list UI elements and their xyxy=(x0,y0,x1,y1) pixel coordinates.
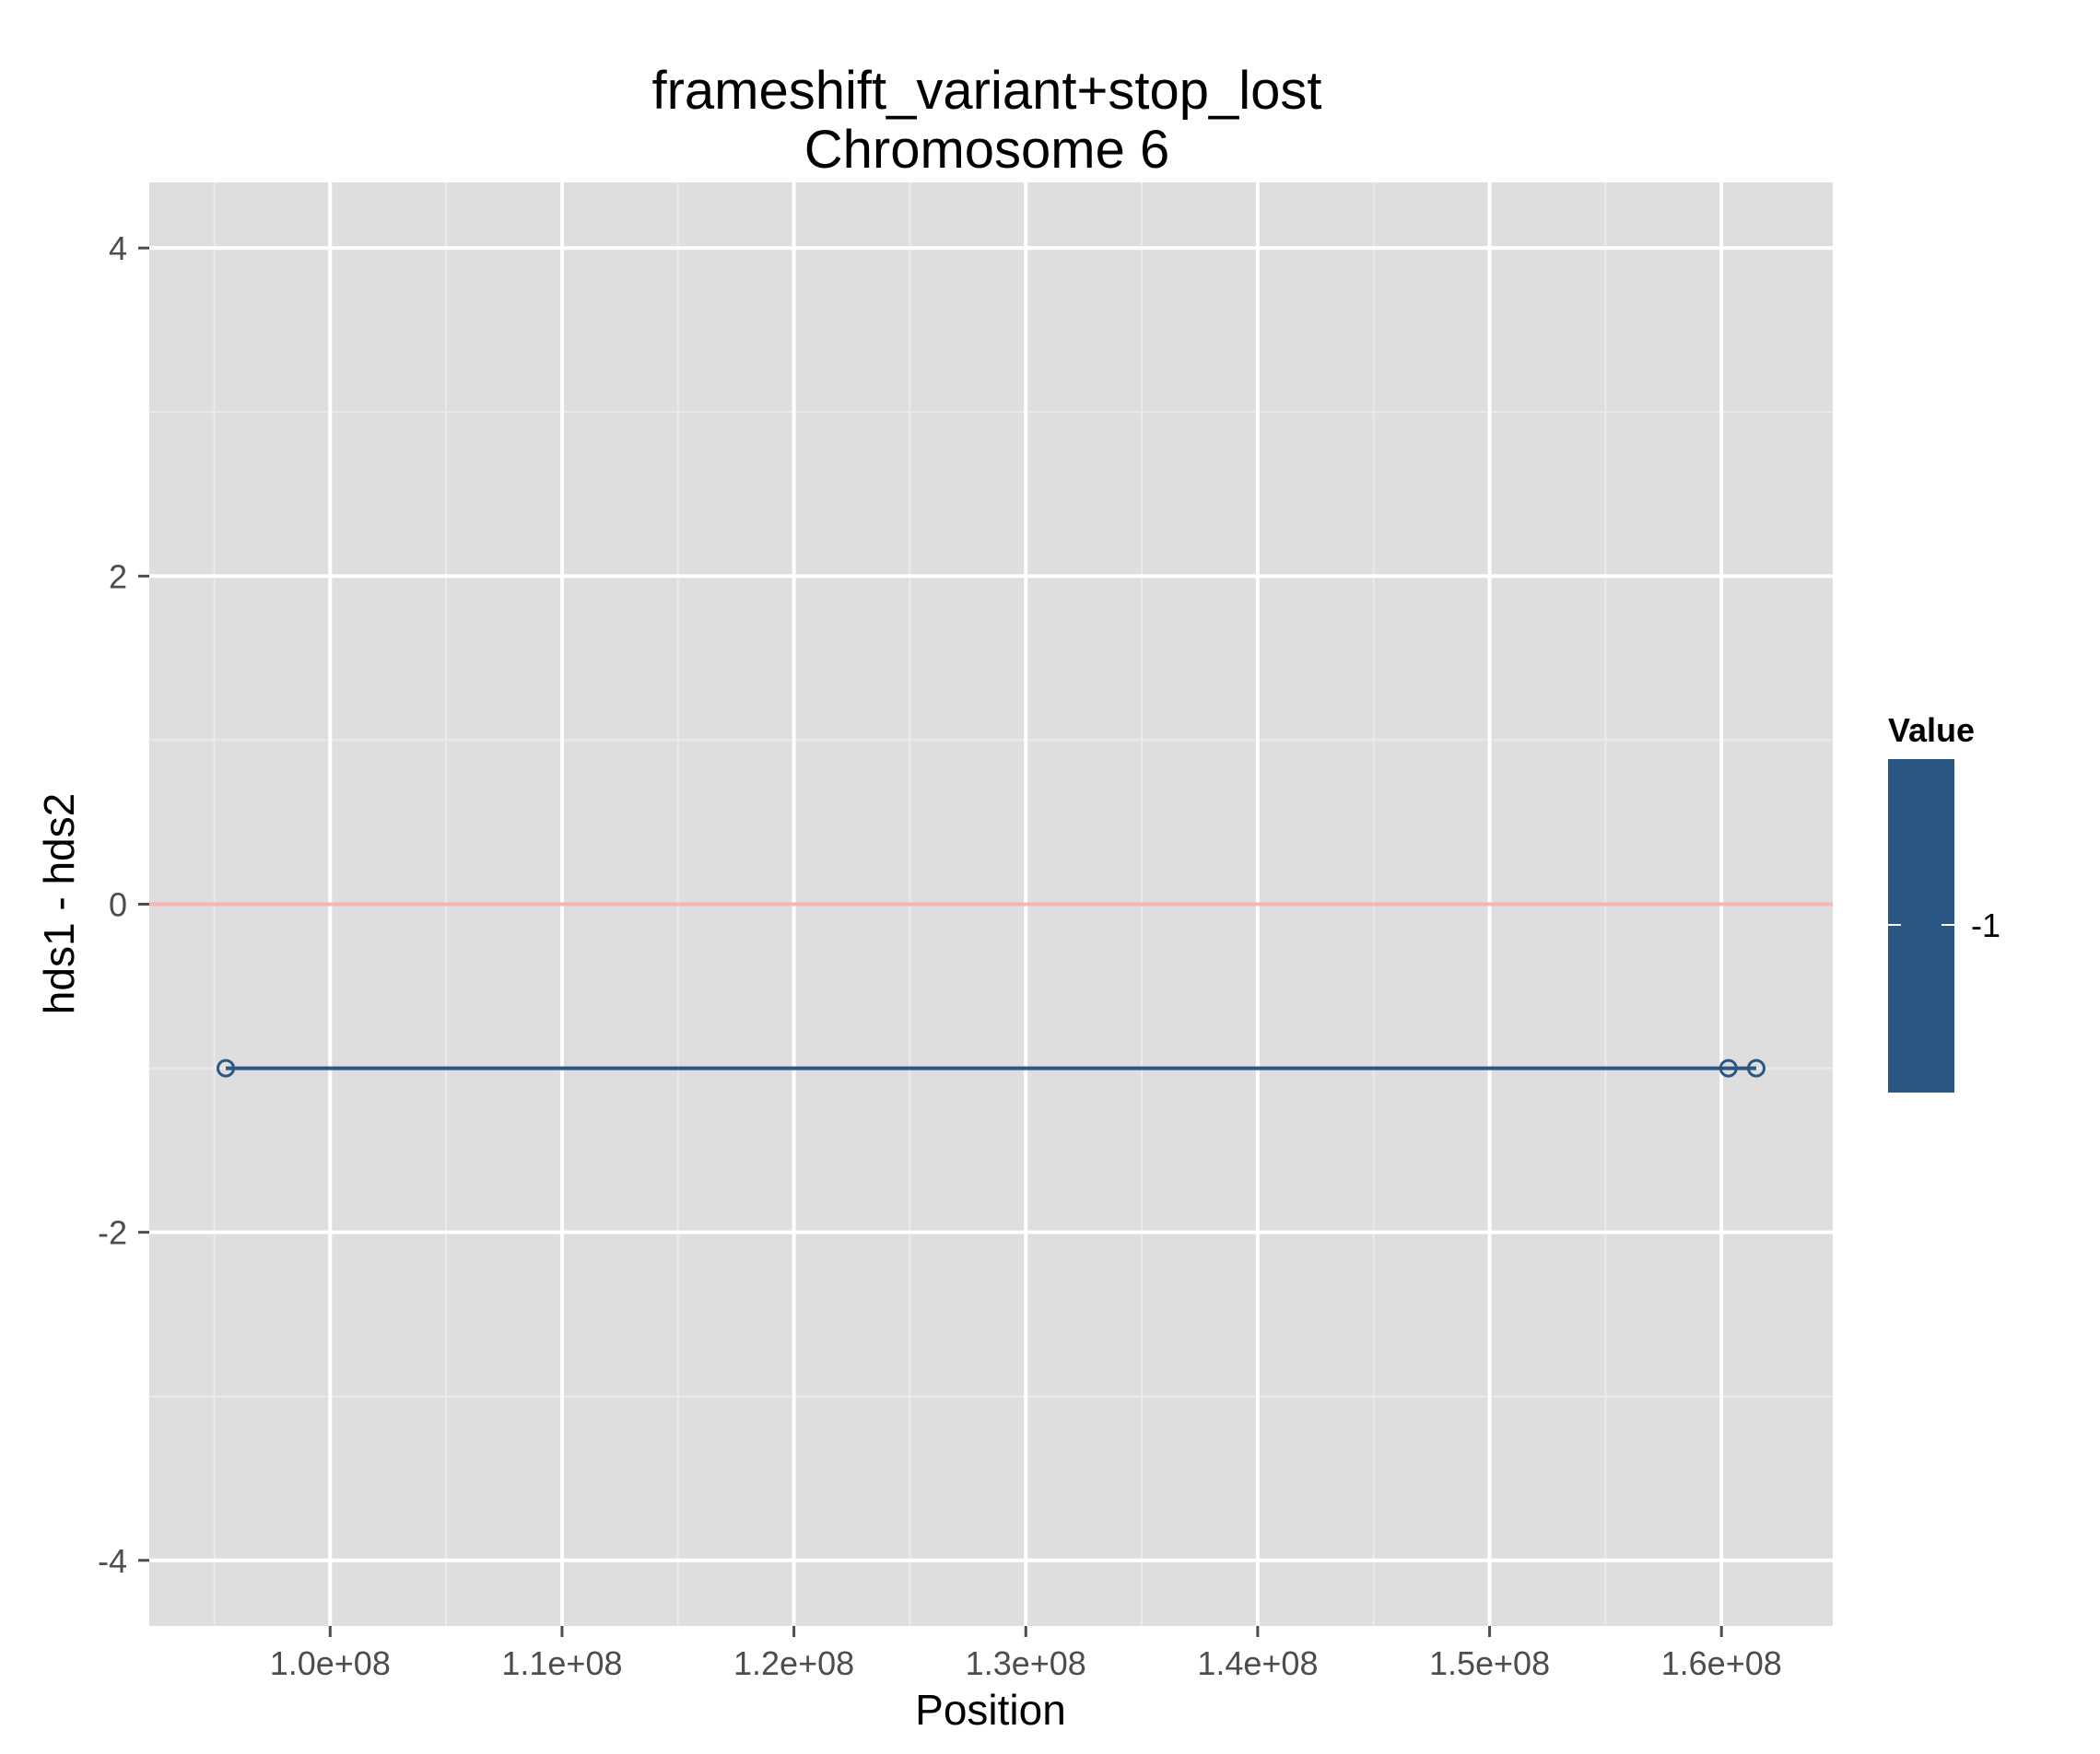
y-tick-label: 0 xyxy=(109,886,127,924)
y-tick-label: -4 xyxy=(98,1542,127,1580)
legend-title: Value xyxy=(1888,711,1975,749)
data-point xyxy=(1719,1058,1738,1078)
x-axis-title: Position xyxy=(915,1686,1066,1734)
y-tick-label: -2 xyxy=(98,1214,127,1252)
legend: Value -1 xyxy=(1888,711,2000,1093)
x-tick-label: 1.2e+08 xyxy=(733,1644,854,1682)
x-tick-label: 1.1e+08 xyxy=(501,1644,622,1682)
x-tick-label: 1.4e+08 xyxy=(1197,1644,1318,1682)
axis-ticks: 1.0e+08 1.1e+08 1.2e+08 1.3e+08 1.4e+08 1.5e+… xyxy=(98,229,1782,1682)
chart-title: frameshift_variant+stop_lost xyxy=(652,61,1322,121)
series-layer xyxy=(217,1058,1766,1078)
x-tick-label: 1.5e+08 xyxy=(1429,1644,1550,1682)
x-tick-label: 1.6e+08 xyxy=(1661,1644,1782,1682)
x-tick-label: 1.0e+08 xyxy=(270,1644,391,1682)
y-tick-label: 2 xyxy=(109,557,127,595)
chart-subtitle: Chromosome 6 xyxy=(804,120,1169,180)
y-tick-label: 4 xyxy=(109,229,127,267)
y-axis-title: hds1 - hds2 xyxy=(35,793,83,1014)
data-point xyxy=(217,1058,236,1078)
data-point xyxy=(1746,1058,1766,1078)
legend-label: -1 xyxy=(1971,906,2000,944)
x-tick-label: 1.3e+08 xyxy=(966,1644,1086,1682)
